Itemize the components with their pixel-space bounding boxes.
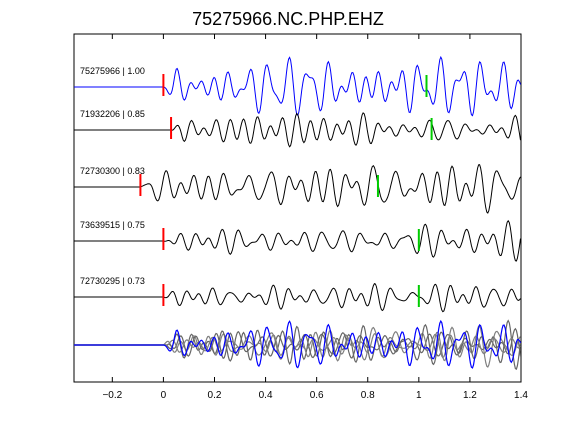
stacked-traces <box>74 319 521 370</box>
trace-waveform <box>74 112 521 148</box>
x-axis: −0.2 0 0.2 0.4 0.6 0.8 1 1.2 1.4 <box>102 34 528 401</box>
plot-frame <box>73 33 522 383</box>
trace-label: 72730295 | 0.73 <box>80 276 145 286</box>
trace-label: 71932206 | 0.85 <box>80 109 145 119</box>
x-tick-label: 0.8 <box>361 390 375 401</box>
trace-3: 72730300 | 0.83 <box>74 164 521 214</box>
trace-label: 73639515 | 0.75 <box>80 220 145 230</box>
trace-waveform <box>74 219 521 262</box>
stack-master-waveform <box>74 319 521 369</box>
trace-label: 75275966 | 1.00 <box>80 66 145 76</box>
trace-1: 75275966 | 1.00 <box>74 55 521 117</box>
trace-waveform <box>74 164 521 214</box>
x-tick-label: 0.6 <box>310 390 324 401</box>
trace-label: 72730300 | 0.83 <box>80 166 145 176</box>
x-tick-label: 0.2 <box>208 390 222 401</box>
trace-waveform <box>74 55 521 117</box>
traces-layer: 75275966 | 1.00 71932206 | 0.85 72730300 |… <box>74 55 521 370</box>
x-tick-label: 1 <box>416 390 422 401</box>
trace-waveform <box>74 282 521 313</box>
x-tick-label: 1.4 <box>514 390 528 401</box>
x-tick-label: 0.4 <box>259 390 273 401</box>
x-tick-label: 1.2 <box>463 390 477 401</box>
trace-5: 72730295 | 0.73 <box>74 276 521 313</box>
x-tick-label: −0.2 <box>102 390 122 401</box>
trace-2: 71932206 | 0.85 <box>74 109 521 148</box>
trace-4: 73639515 | 0.75 <box>74 219 521 262</box>
chart-title: 75275966.NC.PHP.EHZ <box>192 9 384 29</box>
x-tick-label: 0 <box>161 390 167 401</box>
